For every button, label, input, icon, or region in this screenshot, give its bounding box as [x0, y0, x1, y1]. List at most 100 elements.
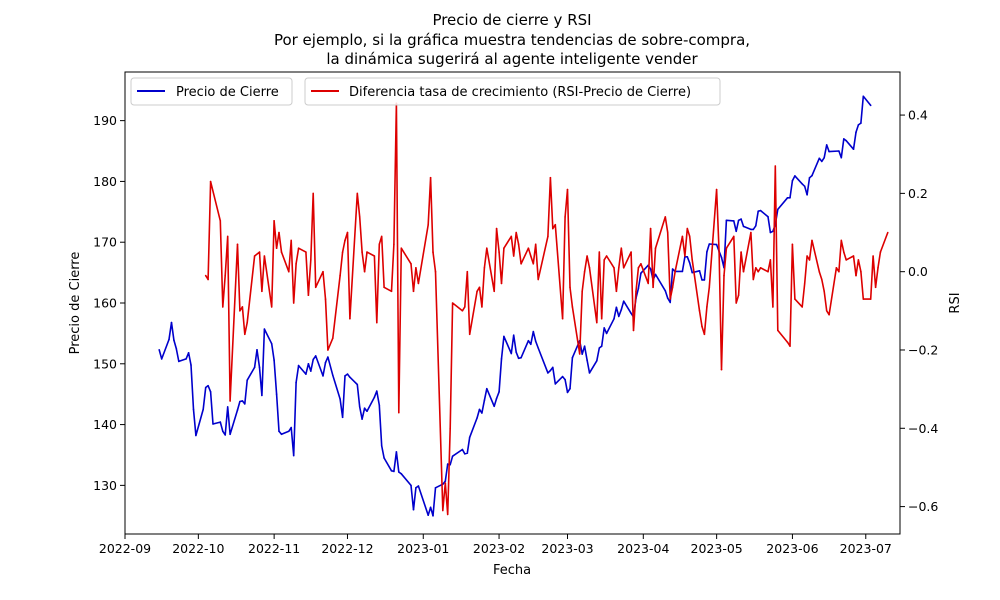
- series-0-point-189: [828, 150, 830, 153]
- series-0-point-109: [549, 369, 552, 372]
- series-1-point-133: [686, 227, 689, 230]
- series-1-point-69: [461, 310, 464, 312]
- series-1-point-72: [468, 333, 471, 336]
- series-0-point-193: [845, 139, 847, 142]
- series-0-point-63: [378, 404, 381, 406]
- series-0-point-28: [256, 349, 258, 351]
- series-0-point-149: [688, 262, 691, 264]
- series-1-point-79: [495, 227, 498, 230]
- series-0-point-31: [263, 328, 266, 330]
- chart-title-line-3: la dinámica sugerirá al agente inteligen…: [326, 50, 698, 68]
- series-1-point-93: [547, 235, 549, 238]
- series-0-point-81: [446, 463, 449, 465]
- series-0-point-183: [808, 177, 811, 179]
- legend-diferencia: Diferencia tasa de crecimiento (RSI-Prec…: [304, 77, 721, 106]
- series-1-point-159: [774, 165, 777, 167]
- series-1-point-176: [838, 270, 840, 273]
- series-0-point-17: [219, 421, 222, 423]
- series-0-point-125: [603, 327, 605, 329]
- series-1-point-63: [434, 270, 437, 273]
- series-1-point-131: [681, 235, 684, 238]
- series-1-point-103: [581, 290, 583, 293]
- series-0-point-90: [481, 412, 483, 414]
- y-left-tick-label-2: 150: [93, 356, 117, 371]
- series-0-point-78: [434, 487, 437, 489]
- series-1-point-121: [640, 263, 642, 265]
- series-1-point-75: [481, 306, 483, 308]
- series-1-point-107: [596, 321, 598, 324]
- series-0-point-120: [586, 359, 588, 361]
- series-1-point-55: [400, 247, 403, 249]
- x-tick-label-6: 2023-03: [541, 541, 593, 556]
- series-0-point-143: [669, 301, 671, 304]
- series-0-point-87: [468, 436, 471, 439]
- series-1-point-108: [598, 251, 601, 253]
- series-1-point-190: [887, 231, 889, 234]
- series-0-point-55: [349, 376, 351, 379]
- series-1-point-144: [723, 274, 725, 277]
- series-0-point-2: [168, 338, 170, 341]
- series-0-point-138: [649, 268, 652, 270]
- series-1-point-34: [327, 349, 329, 351]
- series-1-point-140: [708, 286, 711, 289]
- series-1-point-37: [341, 251, 344, 253]
- series-1: [204, 102, 889, 516]
- series-0-point-113: [564, 378, 566, 381]
- series-0-point-45: [312, 358, 315, 361]
- series-1-point-161: [786, 341, 789, 344]
- series-1-point-36: [339, 274, 341, 277]
- series-0-point-72: [412, 508, 415, 511]
- series-1-point-82: [503, 247, 505, 249]
- series-1-point-118: [632, 329, 635, 332]
- series-1-point-24: [292, 302, 295, 304]
- series-0-point-119: [583, 345, 586, 348]
- series-1-point-11: [244, 333, 246, 336]
- series-1-point-157: [769, 259, 772, 261]
- series-0-point-23: [239, 400, 241, 403]
- series-0-point-64: [380, 445, 383, 447]
- series-1-point-59: [417, 282, 420, 285]
- series-0-point-161: [733, 220, 735, 222]
- series-1-point-101: [571, 306, 574, 308]
- series-0-point-160: [725, 219, 728, 222]
- series-1-point-105: [586, 255, 588, 257]
- series-1-point-91: [534, 243, 537, 246]
- series-1-point-163: [791, 243, 794, 246]
- series-0-point-58: [361, 418, 363, 420]
- series-0-point-154: [706, 251, 708, 253]
- series-1-point-85: [515, 231, 517, 234]
- x-axis-label: Fecha: [493, 563, 531, 578]
- series-1-point-179: [845, 259, 847, 261]
- x-tick-label-8: 2023-05: [691, 541, 743, 556]
- series-1-point-61: [429, 176, 432, 179]
- series-layer: [158, 95, 889, 517]
- series-1-point-166: [803, 282, 806, 285]
- series-1-point-8: [236, 243, 239, 246]
- series-0-point-158: [720, 256, 723, 259]
- x-tick-label-7: 2023-04: [617, 541, 669, 556]
- series-0-point-187: [823, 156, 825, 159]
- series-1-point-130: [674, 270, 676, 273]
- series-0-point-110: [552, 366, 554, 369]
- series-0-point-16: [212, 423, 214, 425]
- series-0-point-162: [735, 230, 737, 233]
- series-1-point-46: [373, 255, 376, 257]
- series-0-point-83: [451, 455, 454, 458]
- series-1-point-54: [398, 411, 400, 414]
- series-1-point-182: [857, 259, 860, 261]
- series-0-point-33: [273, 359, 275, 361]
- series-0-point-9: [190, 364, 192, 366]
- series-1-point-150: [742, 270, 745, 273]
- series-0-point-121: [588, 372, 591, 374]
- series-0-point-155: [708, 243, 711, 245]
- series-1-point-29: [310, 259, 312, 261]
- series-0-point-11: [195, 434, 197, 437]
- series-1-point-99: [566, 188, 569, 191]
- series-0-point-77: [432, 515, 434, 517]
- series-0-point-184: [811, 174, 813, 177]
- series-0-point-131: [622, 300, 625, 303]
- series-0-point-18: [222, 430, 224, 433]
- series-0-point-99: [512, 334, 515, 337]
- series-1-point-35: [332, 337, 334, 340]
- series-0-point-49: [327, 356, 329, 358]
